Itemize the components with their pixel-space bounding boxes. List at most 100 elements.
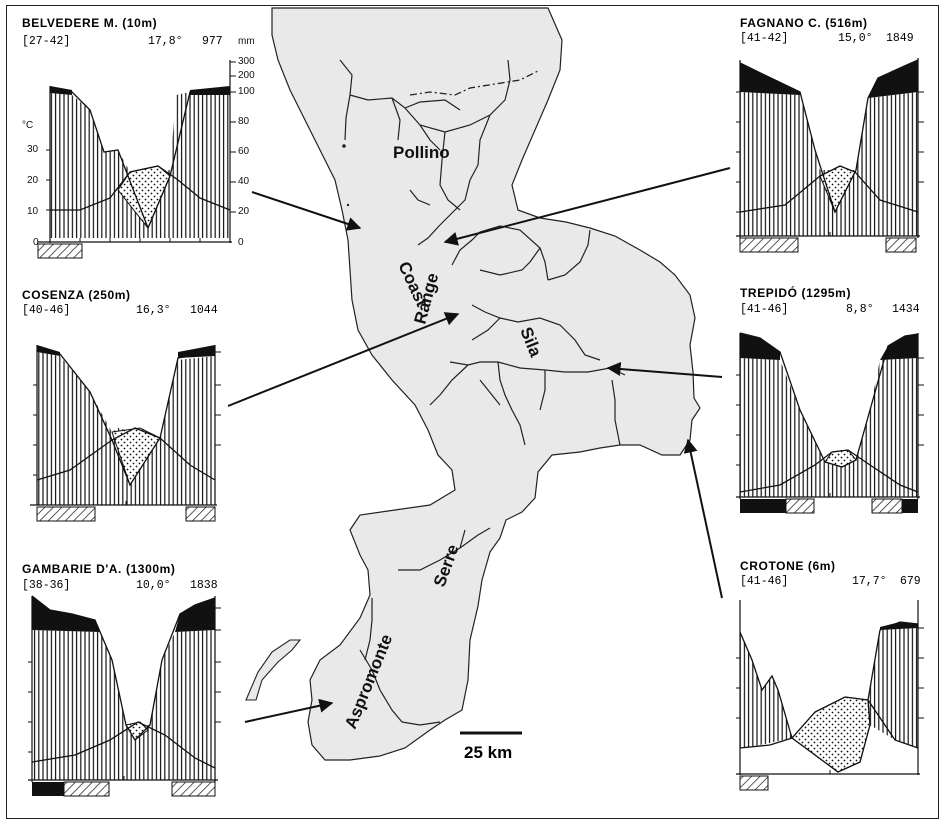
frost-bar-solid: [902, 499, 918, 513]
station-annual-precip: 1044: [190, 304, 218, 317]
station-years: [41-46]: [740, 303, 788, 316]
svg-text:COSENZA (250m): COSENZA (250m): [22, 288, 131, 302]
arrow-gambarie: [244, 698, 334, 723]
frost-bar-solid: [740, 499, 786, 513]
islet: [346, 203, 350, 207]
climate-diagram-crotone: [736, 600, 920, 791]
precip-curve: [36, 349, 216, 487]
humid-period-fill: [32, 630, 215, 780]
frost-bar: [171, 781, 216, 797]
temp-curve: [31, 721, 216, 769]
arid-period-fill: [791, 696, 871, 773]
rivers: [339, 59, 626, 726]
arrow-crotone: [683, 438, 723, 599]
svg-text:GAMBARIE D'A. (1300m): GAMBARIE D'A. (1300m): [22, 562, 176, 576]
station-mean-temp: 10,0°: [136, 579, 171, 592]
frost-bar: [739, 775, 769, 791]
station-years: [38-36]: [22, 579, 70, 592]
svg-text:FAGNANO C. (516m): FAGNANO C. (516m): [740, 16, 868, 30]
station-elevation: (6m): [808, 559, 836, 573]
frost-bar-solid: [32, 782, 64, 796]
station-header-gambarie: GAMBARIE D'A. (1300m) [38-36] 10,0° 1838: [22, 562, 218, 592]
temp-tick-20: 20: [27, 175, 39, 186]
precip-curve: [739, 59, 919, 214]
islet: [342, 144, 346, 148]
station-annual-precip: 1849: [886, 32, 914, 45]
temp-unit: °C: [22, 120, 33, 131]
arrow-cosenza: [227, 312, 460, 407]
station-years: [27-42]: [22, 35, 70, 48]
precip-tick-200: 200: [238, 70, 255, 81]
frost-bar: [871, 498, 903, 514]
precip-curve: [739, 332, 919, 468]
station-header-belvedere: BELVEDERE M. (10m) [27-42] 17,8° 977 mm: [22, 16, 255, 48]
station-annual-precip: 1838: [190, 579, 218, 592]
station-mean-temp: 17,7°: [852, 575, 887, 588]
station-name: FAGNANO C.: [740, 16, 821, 30]
station-years: [41-42]: [740, 32, 788, 45]
label-pollino: Pollino: [393, 143, 450, 162]
station-elevation: (10m): [122, 16, 157, 30]
superhumid-fill: [740, 333, 918, 360]
humid-period-fill: [740, 358, 918, 497]
figure-frame: [6, 5, 939, 819]
frost-bar: [739, 237, 799, 253]
precip-unit: mm: [238, 36, 255, 47]
precip-tick-80: 80: [238, 116, 250, 127]
station-mean-temp: 17,8°: [148, 35, 183, 48]
calabria-landmass: [271, 7, 701, 761]
frost-bar: [885, 237, 917, 253]
climate-diagram-gambarie: [28, 595, 218, 797]
station-header-crotone: CROTONE (6m) [41-46] 17,7° 679: [740, 559, 921, 588]
humid-period-fill: [740, 628, 918, 748]
station-annual-precip: 977: [202, 35, 223, 48]
temp-tick-30: 30: [27, 144, 39, 155]
station-name: TREPIDÓ: [740, 285, 798, 300]
sicily-tip: [245, 639, 302, 701]
temp-curve: [36, 427, 216, 481]
svg-text:BELVEDERE M. (10m): BELVEDERE M. (10m): [22, 16, 157, 30]
frost-bar: [36, 506, 96, 522]
station-name: COSENZA: [22, 288, 85, 302]
precip-curve: [739, 621, 919, 773]
precip-tick-60: 60: [238, 146, 250, 157]
calabria-map: Pollino Coast Range Sila Serre Aspromont…: [245, 7, 701, 762]
precip-curve: [49, 87, 231, 230]
station-name: BELVEDERE M.: [22, 16, 118, 30]
temp-curve: [50, 165, 231, 211]
precip-curve: [31, 595, 216, 742]
svg-text:CROTONE (6m): CROTONE (6m): [740, 559, 836, 573]
station-header-trepido: TREPIDÓ (1295m) [41-46] 8,8° 1434: [740, 285, 920, 316]
superhumid-fill: [32, 596, 215, 632]
station-years: [41-46]: [740, 575, 788, 588]
temp-tick-0: 0: [33, 237, 39, 248]
svg-text:TREPIDÓ (1295m): TREPIDÓ (1295m): [740, 285, 851, 300]
frost-bar: [37, 243, 83, 259]
temp-tick-10: 10: [27, 206, 39, 217]
station-header-cosenza: COSENZA (250m) [40-46] 16,3° 1044: [22, 288, 218, 317]
station-header-fagnano: FAGNANO C. (516m) [41-42] 15,0° 1849: [740, 16, 914, 45]
station-elevation: (250m): [88, 288, 130, 302]
scale-bar-label: 25 km: [464, 743, 512, 762]
precip-tick-0: 0: [238, 237, 244, 248]
climate-diagram-trepido: [736, 332, 920, 514]
station-annual-precip: 1434: [892, 303, 920, 316]
frost-bar: [63, 781, 110, 797]
axis-ticks: [28, 61, 924, 780]
superhumid-fill: [50, 86, 230, 95]
station-arrows: [227, 167, 731, 723]
station-mean-temp: 16,3°: [136, 304, 171, 317]
superhumid-fill: [37, 345, 215, 358]
humid-period-fill: [740, 92, 918, 236]
station-mean-temp: 15,0°: [838, 32, 873, 45]
station-elevation: (516m): [825, 16, 867, 30]
arrow-fagnano: [443, 167, 731, 246]
climate-diagram-cosenza: [30, 345, 217, 522]
climate-diagram-fagnano: [736, 58, 920, 253]
temp-curve: [739, 165, 919, 213]
station-elevation: (1300m): [126, 562, 176, 576]
precip-tick-40: 40: [238, 176, 250, 187]
station-elevation: (1295m): [801, 286, 851, 300]
precip-tick-100: 100: [238, 86, 255, 97]
